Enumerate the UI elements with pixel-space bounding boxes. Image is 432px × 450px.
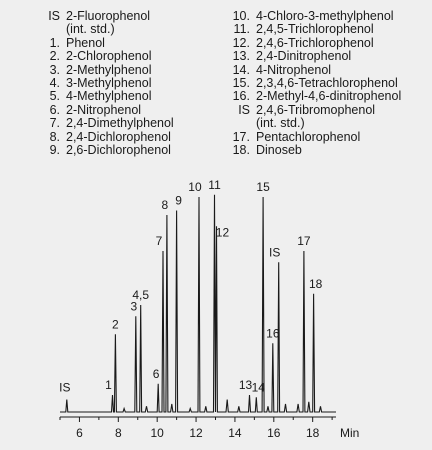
peak-label: IS: [269, 245, 280, 259]
legend-key: 8.: [49, 129, 60, 144]
legend-key: 9.: [49, 143, 60, 158]
legend-name: 2,4,5-Trichlorophenol: [256, 22, 374, 37]
legend-item: 6. 2-Nitrophenol: [38, 102, 213, 117]
peak-label: 1: [105, 378, 112, 392]
legend-name: Dinoseb: [256, 143, 302, 158]
legend-key: 10.: [232, 9, 250, 23]
legend-name: Pentachlorophenol: [256, 129, 361, 144]
legend-key: 7.: [49, 116, 60, 131]
legend-subnote: (int. std.): [256, 116, 305, 131]
legend-item: 8. 2,4-Dichlorophenol: [38, 129, 213, 144]
legend-name: 2-Fluorophenol: [66, 9, 151, 23]
peak-label: 14: [252, 380, 266, 394]
legend-left: IS 2-Fluorophenol (int. std.) 1. Phenol 2. 2-C…: [38, 9, 213, 158]
legend-name: 4-Chloro-3-methylphenol: [256, 9, 394, 23]
legend-item: 14. 4-Nitrophenol: [232, 62, 427, 77]
peak-label: 4,5: [132, 288, 149, 302]
legend-key: 16.: [232, 89, 250, 104]
legend-item: 3. 2-Methylphenol: [38, 62, 213, 77]
legend-key: 2.: [49, 49, 60, 64]
legend-key: 11.: [233, 22, 250, 37]
x-tick-label: 12: [189, 426, 203, 440]
legend-name: 2,6-Dichlorophenol: [66, 143, 171, 158]
legend-right: 10. 4-Chloro-3-methylphenol 11. 2,4,5-Trich…: [232, 9, 427, 158]
legend-name: 2,3,4,6-Tetrachlorophenol: [256, 76, 398, 91]
x-tick-label: 10: [151, 426, 165, 440]
legend-key: 13.: [232, 49, 250, 64]
legend-name: 2-Nitrophenol: [66, 102, 142, 117]
legend-item: 5. 4-Methylphenol: [38, 89, 213, 104]
legend-name: 2-Methylphenol: [66, 62, 152, 77]
legend-item: 4. 3-Methylphenol: [38, 76, 213, 91]
x-tick-label: 6: [76, 426, 83, 440]
legend-key: 12.: [232, 35, 250, 50]
legend-key: 14.: [232, 62, 250, 77]
legend-key: 4.: [49, 76, 60, 91]
legend-key: 6.: [49, 102, 60, 117]
peak-label: 18: [309, 277, 323, 291]
legend-item: 9. 2,6-Dichlorophenol: [38, 143, 213, 158]
peak-label: 12: [216, 225, 230, 239]
legend-name: 2-Methyl-4,6-dinitrophenol: [256, 89, 402, 104]
legend-name: 2,4-Dinitrophenol: [256, 49, 352, 64]
legend-item: IS 2,4,6-Tribromophenol: [232, 102, 427, 117]
legend-item: 16. 2-Methyl-4,6-dinitrophenol: [232, 89, 427, 104]
legend-name: 2,4,6-Tribromophenol: [256, 102, 376, 117]
peak-label: 11: [208, 178, 221, 192]
legend-name: 2,4-Dimethylphenol: [66, 116, 174, 131]
legend-name: Phenol: [66, 35, 105, 50]
peak-label: 2: [112, 317, 119, 331]
legend-item: 18. Dinoseb: [232, 143, 427, 158]
legend-name: 3-Methylphenol: [66, 76, 152, 91]
legend-key: 5.: [49, 89, 60, 104]
legend-name: 2,4,6-Trichlorophenol: [256, 35, 374, 50]
peak-label: 15: [256, 180, 270, 194]
legend-item: 7. 2,4-Dimethylphenol: [38, 116, 213, 131]
peak-label: 16: [266, 326, 280, 340]
legend-name: 4-Methylphenol: [66, 89, 152, 104]
chromatogram-trace: [60, 194, 336, 413]
legend-key: 17.: [232, 129, 250, 144]
peak-label: 6: [153, 367, 160, 381]
legend-subnote: (int. std.): [66, 22, 115, 37]
legend-key: 3.: [49, 62, 60, 77]
legend-item: 11. 2,4,5-Trichlorophenol: [232, 22, 427, 37]
x-tick-label: 14: [228, 426, 242, 440]
peak-label: 3: [130, 299, 137, 313]
peak-label: 7: [156, 234, 163, 248]
peak-label: 9: [175, 194, 182, 208]
legend-item: 13. 2,4-Dinitrophenol: [232, 49, 427, 64]
x-tick-label: 18: [306, 426, 320, 440]
legend-item: 17. Pentachlorophenol: [232, 129, 427, 144]
legend-key: 15.: [232, 76, 250, 91]
legend-name: 2-Chlorophenol: [66, 49, 152, 64]
legend-item: IS 2-Fluorophenol: [38, 9, 213, 23]
x-tick-label: 16: [267, 426, 281, 440]
peak-label: 13: [239, 378, 253, 392]
legend-item: 2. 2-Chlorophenol: [38, 49, 213, 64]
legend-item: 12. 2,4,6-Trichlorophenol: [232, 35, 427, 50]
peak-label: 8: [162, 198, 169, 212]
legend-name: 4-Nitrophenol: [256, 62, 332, 77]
legend-name: 2,4-Dichlorophenol: [66, 129, 171, 144]
legend-key: 1.: [49, 35, 60, 50]
x-axis-label: Min: [340, 426, 359, 440]
peak-label: 10: [188, 180, 202, 194]
legend-item: 15. 2,3,4,6-Tetrachlorophenol: [232, 76, 427, 91]
legend-item: 10. 4-Chloro-3-methylphenol: [232, 9, 427, 23]
legend-item: 1. Phenol: [38, 35, 213, 50]
x-tick-label: 8: [115, 426, 122, 440]
legend-key: 18.: [232, 143, 250, 158]
peak-label: 17: [297, 234, 311, 248]
legend-key: IS: [48, 9, 60, 23]
peak-label: IS: [59, 381, 70, 395]
legend-key: IS: [238, 102, 250, 117]
